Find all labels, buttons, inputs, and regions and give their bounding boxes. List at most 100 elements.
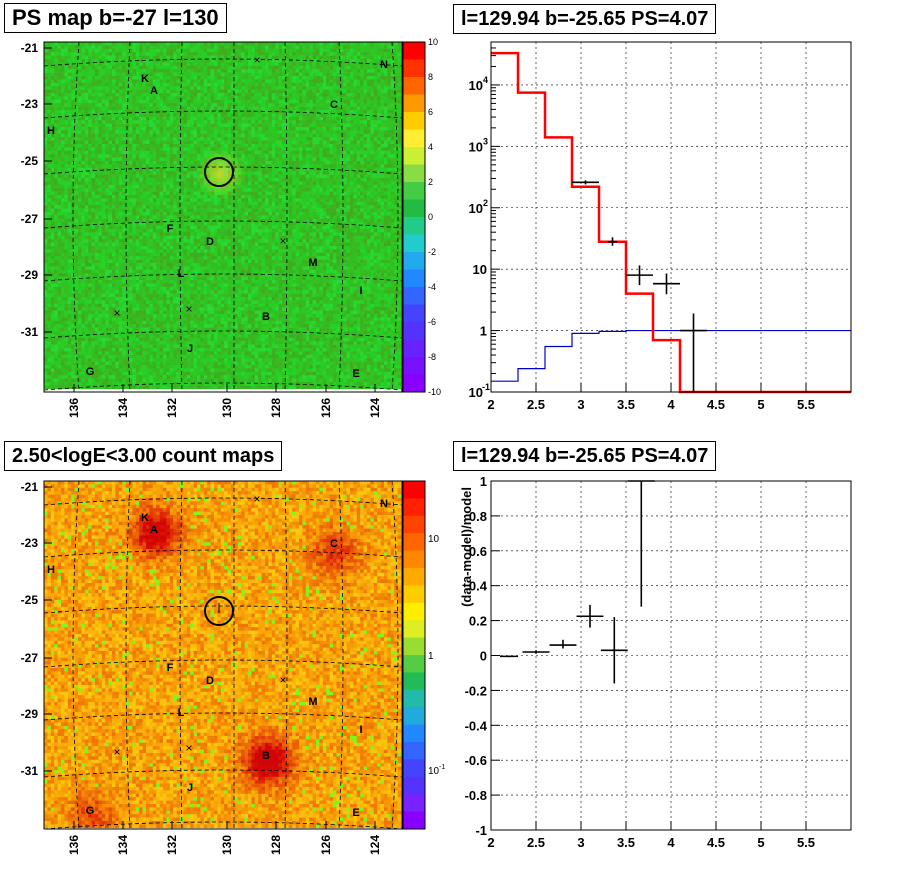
ps-map-cell <box>384 174 388 179</box>
ps-map-cell <box>98 45 103 50</box>
ps-map-cell <box>193 157 198 162</box>
ps-map-cell <box>275 120 279 124</box>
ps-map-cell <box>333 191 337 196</box>
ps-map-cell <box>190 65 194 70</box>
ps-map-cell <box>285 93 290 97</box>
ps-map-cell <box>394 65 398 70</box>
ps-map-cell <box>265 181 269 186</box>
ps-map-cell <box>333 42 337 46</box>
ps-map-cell <box>220 130 225 135</box>
ps-map-cell <box>71 144 75 148</box>
ps-map-cell <box>390 120 395 124</box>
ps-map-cell <box>183 86 188 90</box>
ps-map-cell <box>363 174 368 179</box>
ps-map-cell <box>295 65 300 70</box>
ps-map-cell <box>248 116 252 121</box>
ps-map-cell <box>258 191 262 196</box>
ps-map-cell <box>261 127 266 131</box>
ps-map-cell <box>319 116 324 121</box>
ps-map-cell <box>224 161 228 165</box>
ps-map-cell <box>353 174 358 179</box>
ps-map-cell <box>390 184 395 189</box>
ps-map-cell <box>183 154 188 158</box>
ps-map-cell <box>295 116 300 121</box>
ps-map-cell <box>241 69 245 73</box>
ps-map-cell <box>384 181 388 186</box>
ps-map-cell <box>285 123 290 128</box>
ps-map-cell <box>295 133 300 138</box>
ps-map-cell <box>248 144 252 148</box>
ps-map-cell <box>57 127 62 131</box>
ps-map-cell <box>91 198 96 203</box>
ps-map-cell <box>105 144 109 148</box>
ps-map-cell <box>254 127 259 131</box>
ps-map-cell <box>254 45 259 50</box>
ps-map-cell <box>88 154 92 158</box>
ps-map-cell <box>329 178 334 182</box>
ps-map-cell <box>346 113 351 118</box>
ps-map-cell <box>139 106 143 111</box>
ps-map-cell <box>91 147 96 152</box>
ps-map-cell <box>135 103 140 107</box>
ps-map-cell <box>244 174 249 179</box>
ps-map-cell <box>285 48 290 53</box>
ps-map-cell <box>299 167 303 172</box>
ps-map-cell <box>159 140 164 145</box>
ps-map-cell <box>261 157 266 162</box>
ps-map-cell <box>390 59 395 63</box>
ps-map-cell <box>305 154 310 158</box>
ps-map-cell <box>339 171 344 175</box>
ps-map-cell <box>265 144 269 148</box>
ps-map-cell <box>156 157 160 162</box>
ps-map-cell <box>220 110 225 114</box>
ps-map-cell <box>227 133 232 138</box>
ps-map-cell <box>50 89 55 94</box>
ps-map-cell <box>380 106 385 111</box>
ps-map-cell <box>129 137 133 141</box>
ps-map-cell <box>261 82 266 87</box>
ps-map-cell <box>261 93 266 97</box>
ps-map-cell <box>363 150 368 155</box>
ps-map-cell <box>390 161 395 165</box>
ps-map-cell <box>203 86 208 90</box>
ps-map-cell <box>81 167 86 172</box>
ps-map-cell <box>380 116 385 121</box>
ps-map-cell <box>180 86 184 90</box>
ps-map-cell <box>139 133 143 138</box>
ps-map-cell <box>163 55 167 60</box>
ps-map-cell <box>156 86 160 90</box>
ps-map-cell <box>67 106 72 111</box>
ps-map-cell <box>132 62 137 67</box>
ps-map-cell <box>343 161 347 165</box>
ps-map-cell <box>64 127 69 131</box>
ps-map-cell <box>183 127 188 131</box>
ps-map-cell <box>95 86 99 90</box>
ps-map-cell <box>254 181 259 186</box>
ps-map-cell <box>135 79 140 84</box>
ps-map-cell <box>384 42 388 46</box>
ps-map-cell <box>74 157 79 162</box>
ps-map-cell <box>356 144 361 148</box>
ps-map-cell <box>84 48 89 53</box>
ps-map-cell <box>156 191 160 196</box>
ps-map-cell <box>98 161 103 165</box>
ps-map-cell <box>47 42 52 46</box>
ps-map-cell <box>231 144 235 148</box>
ps-map-cell <box>285 130 290 135</box>
ps-map-cell <box>84 147 89 152</box>
ps-map-cell <box>61 106 65 111</box>
ps-map-cell <box>95 144 99 148</box>
ps-map-cell <box>88 178 92 182</box>
ps-map-cell <box>156 123 160 128</box>
ps-map-cell <box>166 48 171 53</box>
ps-map-cell <box>237 171 242 175</box>
ps-map-cell <box>166 113 171 118</box>
ps-map-cell <box>346 103 351 107</box>
ps-map-cell <box>258 120 262 124</box>
ps-map-cell <box>159 55 164 60</box>
ps-map-cell <box>74 116 79 121</box>
ps-map-cell <box>173 127 177 131</box>
ps-map-cell <box>271 48 276 53</box>
ps-map-cell <box>367 157 371 162</box>
ps-map-cell <box>135 72 140 77</box>
